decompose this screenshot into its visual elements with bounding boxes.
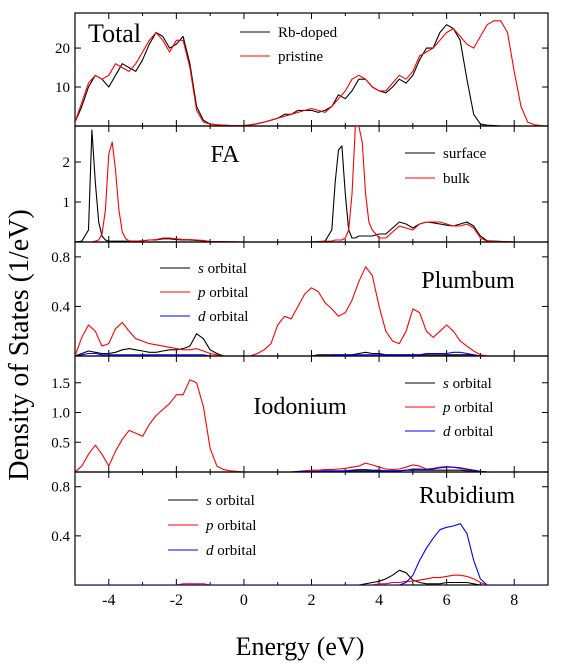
panel-title: FA [211, 142, 241, 168]
x-tick-label: -4 [102, 592, 115, 609]
panel-fa: 1 2 FA surface bulk [63, 125, 549, 243]
y-tick-label: 1.0 [51, 406, 70, 422]
y-tick-label: 0.4 [51, 529, 70, 545]
series-line-p-orbital [75, 266, 548, 356]
series-group [75, 20, 548, 126]
y-tick-label: 0.4 [51, 299, 70, 315]
y-tick-label: 1.5 [51, 376, 70, 392]
series-line-bulk [75, 126, 548, 242]
y-tick-label: 0.8 [51, 480, 70, 496]
legend-label: Rb-doped [278, 25, 338, 41]
panel-frame [74, 125, 549, 243]
y-tick-label: 0.8 [51, 250, 70, 266]
panel-plumbum: 0.4 0.8 Plumbum s orbital p orbital d orbital [51, 241, 549, 357]
y-tick-label: 2 [63, 155, 71, 171]
panel-title: Iodonium [253, 394, 347, 420]
legend-label: p orbital [442, 400, 493, 416]
x-tick-label: 4 [375, 592, 383, 609]
legend-label: s orbital [206, 493, 255, 509]
panel-title: Plumbum [421, 268, 515, 294]
series-line-s-orbital [75, 469, 548, 472]
y-tick-label: 10 [55, 80, 70, 96]
y-axis-label: Density of States (1/eV) [4, 209, 35, 480]
panel-frame [74, 241, 549, 357]
series-line-pristine [75, 20, 548, 126]
legend-label: d orbital [443, 424, 493, 440]
series-group [75, 126, 548, 242]
series-line-s-orbital [75, 569, 548, 585]
series-line-p-orbital [75, 379, 548, 472]
series-group [75, 379, 548, 472]
x-tick-label: -2 [170, 592, 183, 609]
series-line-d-orbital [75, 523, 548, 585]
panels: 10 20 Total Rb-doped pristine 1 2 FA surface bulk… [51, 12, 549, 586]
series-line-d-orbital [75, 351, 548, 356]
legend-label: pristine [278, 49, 323, 65]
series-line-d-orbital [75, 466, 548, 472]
panel-rubidium: 0.4 0.8 Rubidium s orbital p orbital d orbita… [51, 471, 549, 586]
panel-iodonium: 0.5 1.0 1.5 Iodonium s orbital p orbital d orb… [51, 355, 549, 473]
legend-label: bulk [443, 171, 470, 187]
panel-title: Rubidium [419, 483, 515, 509]
y-tick-label: 0.5 [51, 435, 70, 451]
series-line-rb-doped [75, 24, 548, 126]
series-line-s-orbital [75, 333, 548, 356]
x-axis-label: Energy (eV) [236, 632, 365, 661]
x-axis: -4 -2 0 2 4 6 8 [102, 592, 518, 609]
series-group [75, 523, 548, 585]
x-tick-label: 8 [510, 592, 518, 609]
series-line-p-orbital [75, 574, 548, 585]
panel-total: 10 20 Total Rb-doped pristine [55, 12, 549, 127]
legend-label: surface [443, 146, 487, 162]
legend-label: d orbital [198, 309, 248, 325]
x-tick-label: 0 [240, 592, 248, 609]
panel-title: Total [88, 19, 141, 48]
y-tick-label: 1 [63, 195, 71, 211]
legend-label: s orbital [443, 376, 492, 392]
series-group [75, 266, 548, 356]
y-tick-label: 20 [55, 41, 70, 57]
legend-label: p orbital [205, 518, 256, 534]
legend-label: s orbital [198, 261, 247, 277]
legend-label: p orbital [197, 285, 248, 301]
legend-label: d orbital [206, 543, 256, 559]
x-tick-label: 2 [308, 592, 316, 609]
x-tick-label: 6 [443, 592, 451, 609]
